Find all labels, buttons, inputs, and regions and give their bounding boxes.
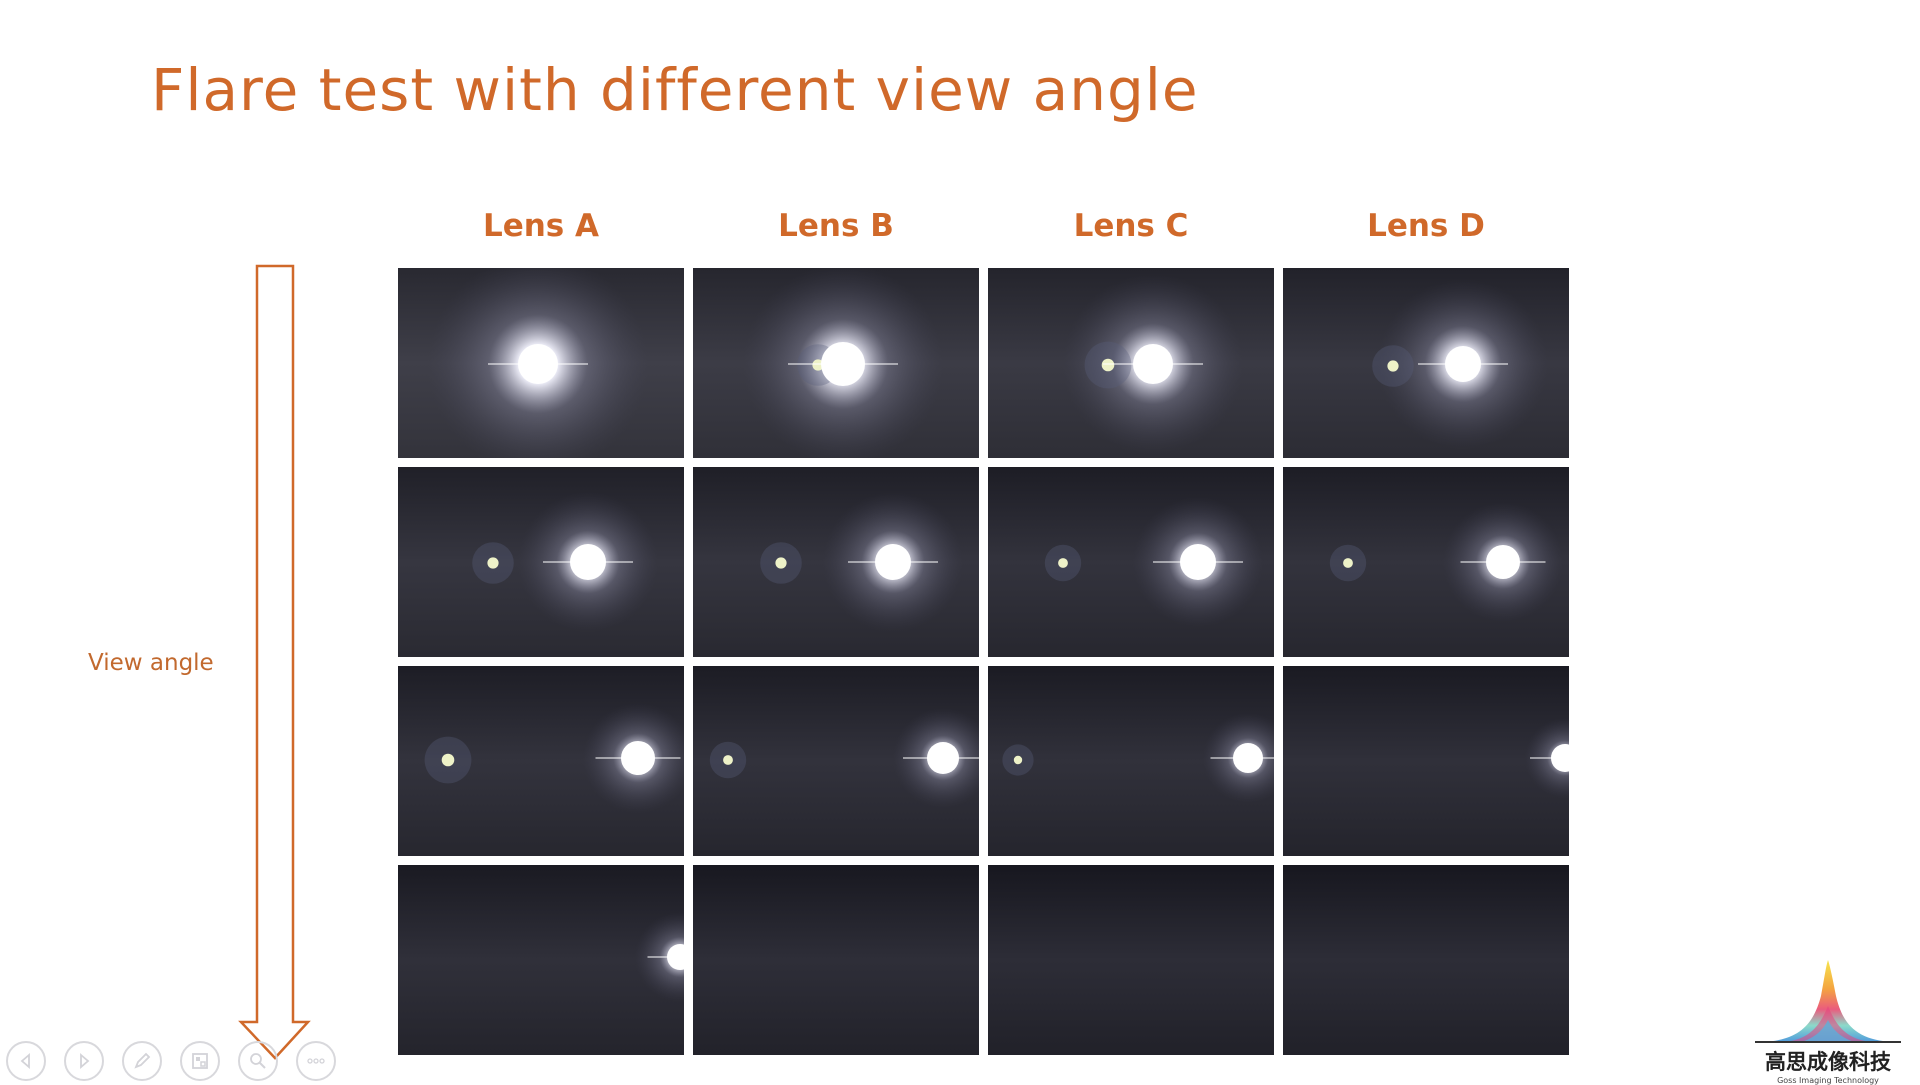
flare-photo-lens-a-angle-2 — [398, 467, 684, 657]
flare-photo-lens-b-angle-3 — [693, 666, 979, 856]
flare-photo-lens-b-angle-4 — [693, 865, 979, 1055]
view-angle-label: View angle — [88, 650, 214, 676]
flare-photo-lens-b-angle-1 — [693, 268, 979, 458]
lens-b-header: Lens B — [778, 208, 894, 244]
slide-title: Flare test with different view angle — [151, 56, 1199, 124]
flare-photo-lens-d-angle-3 — [1283, 666, 1569, 856]
flare-photo-grid — [398, 268, 1569, 1055]
flare-photo-lens-a-angle-4 — [398, 865, 684, 1055]
logo-mark-icon — [1755, 960, 1901, 1043]
logo-english-name: Goss Imaging Technology — [1777, 1076, 1879, 1085]
zoom-icon[interactable] — [238, 1041, 278, 1081]
logo-chinese-name: 高思成像科技 — [1765, 1050, 1891, 1074]
flare-photo-lens-d-angle-2 — [1283, 467, 1569, 657]
flare-photo-lens-d-angle-4 — [1283, 865, 1569, 1055]
view-angle-arrow-icon — [238, 264, 311, 1060]
flare-photo-lens-c-angle-1 — [988, 268, 1274, 458]
flare-photo-lens-a-angle-3 — [398, 666, 684, 856]
next-slide-icon[interactable] — [64, 1041, 104, 1081]
pen-icon[interactable] — [122, 1041, 162, 1081]
flare-photo-lens-d-angle-1 — [1283, 268, 1569, 458]
lens-d-header: Lens D — [1367, 208, 1485, 244]
slides-grid-icon[interactable] — [180, 1041, 220, 1081]
more-icon[interactable] — [296, 1041, 336, 1081]
lens-a-header: Lens A — [482, 208, 600, 244]
flare-photo-lens-c-angle-4 — [988, 865, 1274, 1055]
prev-slide-icon[interactable] — [6, 1041, 46, 1081]
company-logo: 高思成像科技 Goss Imaging Technology — [1752, 956, 1904, 1085]
presentation-toolbar — [6, 1041, 336, 1081]
flare-photo-lens-a-angle-1 — [398, 268, 684, 458]
flare-photo-lens-b-angle-2 — [693, 467, 979, 657]
lens-c-header: Lens C — [1073, 208, 1189, 244]
flare-photo-lens-c-angle-3 — [988, 666, 1274, 856]
flare-photo-lens-c-angle-2 — [988, 467, 1274, 657]
